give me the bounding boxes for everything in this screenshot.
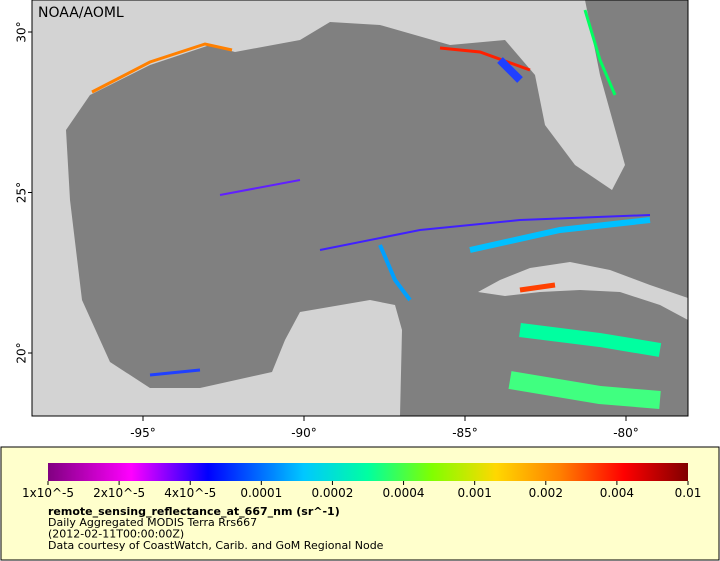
caption-line: (2012-02-11T00:00:00Z) — [48, 528, 184, 541]
lon-label: -80° — [613, 426, 639, 440]
colorbar-label: 0.01 — [675, 486, 702, 500]
caption: Daily Aggregated MODIS Terra Rrs667(2012… — [48, 516, 384, 552]
colorbar-label: 4x10^-5 — [164, 486, 216, 500]
lon-label: -95° — [130, 426, 156, 440]
cuba — [478, 262, 688, 320]
lon-label: -85° — [452, 426, 478, 440]
lat-label: 20° — [15, 342, 29, 363]
colorbar-label: 1x10^-5 — [22, 486, 74, 500]
colorbar-labels: 1x10^-5 2x10^-5 4x10^-5 0.0001 0.0002 0.0004 0… — [22, 481, 701, 500]
lat-axis: 30° 25° 20° — [15, 21, 32, 364]
lon-axis: -95° -90° -85° -80° — [130, 416, 639, 440]
colorbar-label: 0.002 — [529, 486, 563, 500]
colorbar-label: 2x10^-5 — [93, 486, 145, 500]
lon-label: -90° — [291, 426, 317, 440]
map — [32, 0, 688, 416]
colorbar — [48, 463, 688, 481]
caption-line: Daily Aggregated MODIS Terra Rrs667 — [48, 516, 257, 529]
lat-label: 30° — [15, 21, 29, 42]
reflectance-streaks — [91, 9, 662, 409]
map-frame — [31, 0, 689, 417]
ocean — [66, 0, 688, 416]
variable-name: remote_sensing_reflectance_at_667_nm (sr… — [48, 505, 340, 518]
colorbar-label: 0.001 — [457, 486, 491, 500]
caption-line: Data courtesy of CoastWatch, Carib. and … — [48, 539, 384, 552]
colorbar-label: 0.004 — [600, 486, 634, 500]
lat-label: 25° — [15, 182, 29, 203]
colorbar-label: 0.0002 — [311, 486, 353, 500]
colorbar-label: 0.0004 — [383, 486, 425, 500]
credit: NOAA/AOML — [38, 5, 124, 21]
colorbar-label: 0.0001 — [240, 486, 282, 500]
